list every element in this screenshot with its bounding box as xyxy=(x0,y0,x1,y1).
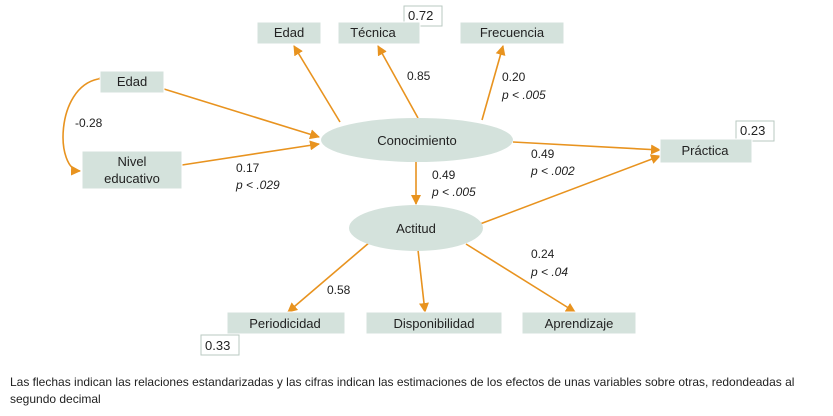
arrow-conocimiento-practica xyxy=(512,141,661,155)
node-periodicidad: Periodicidad xyxy=(249,316,321,331)
coef-actitud-periodicidad: 0.58 xyxy=(327,283,351,297)
node-nivel-line2: educativo xyxy=(104,171,160,186)
node-nivel-line1: Nivel xyxy=(118,154,147,169)
node-box-disponibilidad xyxy=(365,311,503,335)
r2-periodicidad: 0.33 xyxy=(205,338,230,353)
r2-practica: 0.23 xyxy=(740,123,765,138)
node-box-tecnica xyxy=(337,21,421,45)
node-edad-left: Edad xyxy=(117,74,147,89)
coef-nivel-conocimiento: 0.17 xyxy=(236,161,260,175)
coef-conocimiento-frecuencia-p: p < .005 xyxy=(501,88,546,102)
arrows xyxy=(62,45,661,313)
coef-conocimiento-tecnica: 0.85 xyxy=(407,69,431,83)
arrow-actitud-practica xyxy=(479,154,661,225)
node-edad-top: Edad xyxy=(274,25,304,40)
coef-nivel-conocimiento-p: p < .029 xyxy=(235,178,280,192)
arrow-edad-conocimiento xyxy=(163,88,320,140)
coef-actitud-aprendizaje: 0.24 xyxy=(531,247,555,261)
arrow-conocimiento-edad xyxy=(293,45,341,123)
coef-edad-nivel: -0.28 xyxy=(75,116,103,130)
coef-conocimiento-practica-p: p < .002 xyxy=(530,164,575,178)
arrow-actitud-aprendizaje xyxy=(465,243,576,313)
node-frecuencia: Frecuencia xyxy=(480,25,545,40)
coef-conocimiento-actitud: 0.49 xyxy=(432,168,456,182)
arrow-nivel-conocimiento xyxy=(181,140,320,166)
node-box-periodicidad xyxy=(226,311,346,335)
node-ellipse-actitud xyxy=(349,205,483,251)
path-diagram: 0.72 0.23 0.33 Edad Técnica Frecuencia E… xyxy=(62,5,775,356)
node-aprendizaje: Aprendizaje xyxy=(545,316,614,331)
r2-box-tecnica xyxy=(403,5,443,27)
arrow-actitud-disponibilidad xyxy=(417,249,429,313)
node-box-edad-left xyxy=(99,70,165,94)
latent-variables: Conocimiento Actitud xyxy=(321,118,513,251)
node-box-nivel-educativo xyxy=(81,150,183,190)
r-squared-boxes: 0.72 0.23 0.33 xyxy=(200,5,775,356)
node-practica: Práctica xyxy=(682,143,730,158)
arrow-conocimiento-tecnica xyxy=(377,45,419,119)
node-box-practica xyxy=(659,138,753,164)
r2-tecnica: 0.72 xyxy=(408,8,433,23)
coef-conocimiento-practica: 0.49 xyxy=(531,147,555,161)
arrow-edad-nivel-correlation xyxy=(62,72,108,176)
r2-box-practica xyxy=(735,120,775,142)
arrow-actitud-periodicidad xyxy=(287,241,371,313)
figure-caption: Las flechas indican las relaciones estan… xyxy=(10,375,795,406)
node-tecnica: Técnica xyxy=(350,25,396,40)
node-conocimiento: Conocimiento xyxy=(377,133,457,148)
coef-conocimiento-actitud-p: p < .005 xyxy=(431,185,476,199)
coef-actitud-aprendizaje-p: p < .04 xyxy=(530,265,568,279)
coefficients: -0.28 0.85 0.20 p < .005 0.17 p < .029 0… xyxy=(75,69,575,297)
node-box-frecuencia xyxy=(459,21,565,45)
r2-box-periodicidad xyxy=(200,334,240,356)
arrow-conocimiento-frecuencia xyxy=(481,45,506,121)
observed-variables: Edad Técnica Frecuencia Edad Nivel educa… xyxy=(81,21,753,335)
node-box-edad-top xyxy=(256,21,322,45)
node-box-aprendizaje xyxy=(521,311,637,335)
node-actitud: Actitud xyxy=(396,221,436,236)
coef-conocimiento-frecuencia: 0.20 xyxy=(502,70,526,84)
node-ellipse-conocimiento xyxy=(321,118,513,162)
node-disponibilidad: Disponibilidad xyxy=(394,316,475,331)
